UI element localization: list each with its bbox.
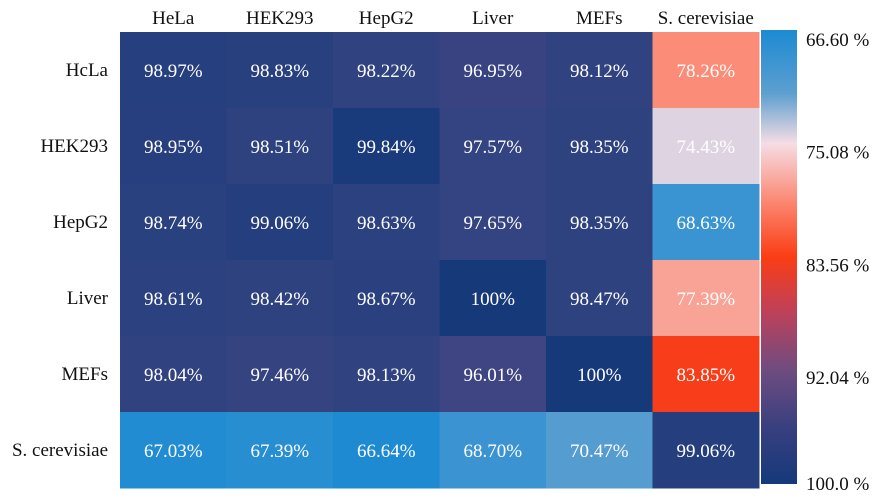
cell-value-label: 98.35% [570,137,629,158]
heatmap-cell [652,184,760,261]
cell-value-label: 98.22% [357,61,416,82]
cell-value-label: 98.83% [250,61,309,82]
heatmap-cell [226,260,334,337]
cell-value-label: 100% [471,289,516,310]
cell-value-label: 77.39% [676,289,735,310]
heatmap-cell [120,260,227,337]
heatmap-cell [120,336,227,413]
heatmap-cell [439,412,547,489]
heatmap-cell [333,108,440,185]
cell-value-label: 67.03% [144,441,203,462]
cell-value-label: 97.65% [463,213,522,234]
heatmap-cells: 98.97% 98.83% 98.22% 96.95% 98.12% 78.26% 98.9… [120,32,760,489]
colorbar-tick-label: 92.04 % [806,368,870,389]
colorbar-ticks: 66.60 % 75.08 % 83.56 % 92.04 % 100.0 % [806,30,870,495]
heatmap-cell [439,184,547,261]
heatmap-cell [226,412,334,489]
heatmap-cell [120,32,227,109]
heatmap-cell [439,260,547,337]
cell-value-label: 98.42% [250,289,309,310]
heatmap-cell [333,32,440,109]
cell-value-label: 100% [577,365,622,386]
heatmap-cell [120,108,227,185]
cell-value-label: 99.06% [250,213,309,234]
cell-value-label: 98.35% [570,213,629,234]
heatmap-cell [226,32,334,109]
cell-value-label: 67.39% [250,441,309,462]
cell-value-label: 98.61% [144,289,203,310]
heatmap-cell [546,184,653,261]
heatmap-cell [226,184,334,261]
cell-value-label: 97.57% [463,137,522,158]
cell-value-label: 68.63% [676,213,735,234]
colorbar-tick-label: 100.0 % [806,474,870,495]
cell-value-label: 70.47% [570,441,629,462]
column-label: Liver [472,8,514,29]
cell-value-label: 74.43% [676,137,735,158]
heatmap-cell [652,412,760,489]
heatmap-cell [439,32,547,109]
column-labels: HeLa HEK293 HepG2 Liver MEFs S. cerevisiae [152,8,754,29]
column-label: HEK293 [246,8,314,29]
heatmap-cell [652,260,760,337]
cell-value-label: 98.47% [570,289,629,310]
cell-value-label: 98.74% [144,213,203,234]
colorbar-tick-label: 83.56 % [806,255,870,276]
heatmap-cell [546,336,653,413]
row-label: HepG2 [53,212,108,233]
row-label: HcLa [66,60,109,81]
cell-value-label: 98.13% [357,365,416,386]
cell-value-label: 99.84% [357,137,416,158]
colorbar-tick-label: 66.60 % [806,30,870,51]
cell-value-label: 66.64% [357,441,416,462]
cell-value-label: 98.04% [144,365,203,386]
row-label: S. cerevisiae [12,440,108,461]
cell-value-label: 97.46% [250,365,309,386]
heatmap-cell [333,336,440,413]
heatmap-cell [120,184,227,261]
cell-value-label: 98.97% [144,61,203,82]
heatmap-cell [226,336,334,413]
row-label: Liver [67,288,109,309]
cell-value-label: 99.06% [676,441,735,462]
cell-value-label: 98.51% [250,137,309,158]
heatmap-cell [546,412,653,489]
heatmap-cell [333,184,440,261]
cell-value-label: 98.63% [357,213,416,234]
cell-value-label: 96.01% [463,365,522,386]
column-label: HeLa [152,8,195,29]
heatmap-cell [652,32,760,109]
column-label: S. cerevisiae [658,8,754,29]
cell-value-label: 98.67% [357,289,416,310]
heatmap-cell [333,412,440,489]
heatmap-cell [120,412,227,489]
colorbar [761,30,797,484]
heatmap-cell [333,260,440,337]
heatmap-cell [226,108,334,185]
row-label: HEK293 [40,136,108,157]
heatmap-cell [439,336,547,413]
cell-value-label: 78.26% [676,61,735,82]
column-label: MEFs [576,8,622,29]
heatmap-cell [546,260,653,337]
column-label: HepG2 [359,8,414,29]
heatmap-cell [546,32,653,109]
cell-value-label: 68.70% [463,441,522,462]
cell-value-label: 96.95% [463,61,522,82]
cell-value-label: 98.95% [144,137,203,158]
heatmap-cell [546,108,653,185]
cell-value-label: 98.12% [570,61,629,82]
heatmap-cell [652,336,760,413]
row-labels: HcLa HEK293 HepG2 Liver MEFs S. cerevisiae [12,60,109,461]
cell-value-label: 83.85% [676,365,735,386]
row-label: MEFs [62,364,108,385]
colorbar-tick-label: 75.08 % [806,143,870,164]
heatmap-cell [439,108,547,185]
heatmap-cell [652,108,760,185]
